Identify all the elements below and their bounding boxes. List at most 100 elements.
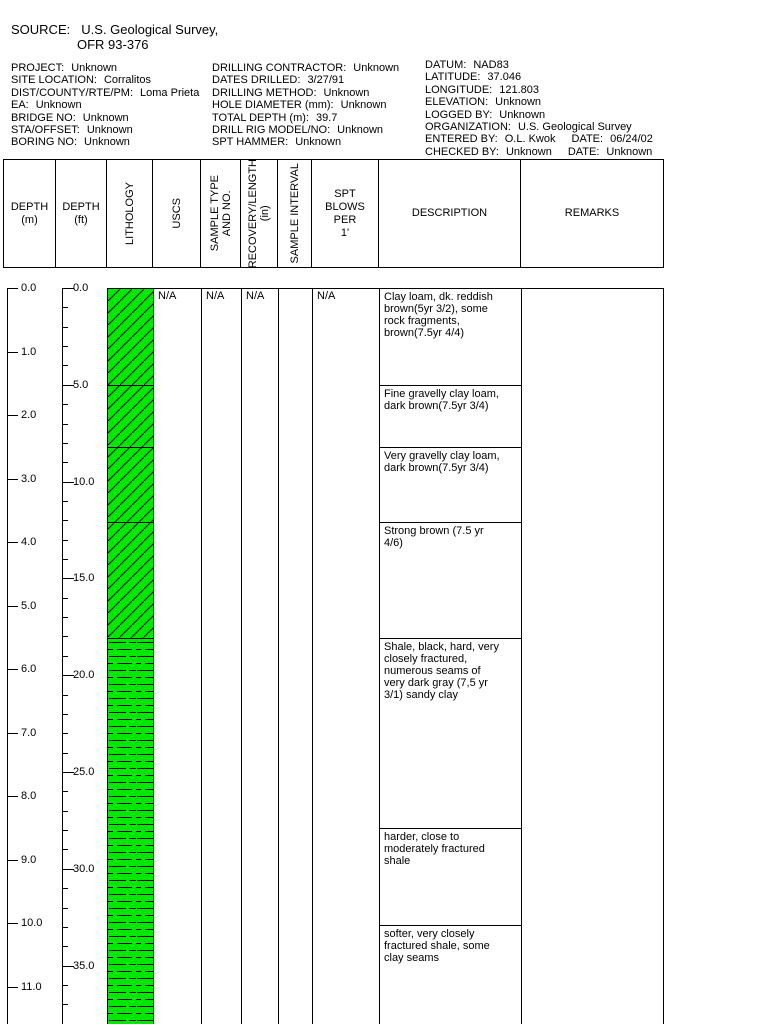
info-value-2: Unknown	[606, 146, 653, 158]
description-text: Strong brown (7.5 yr 4/6)	[384, 525, 484, 549]
depth-m-tick	[7, 860, 18, 861]
info-value: Loma Prieta	[140, 87, 200, 99]
info-label: LONGITUDE:	[425, 84, 493, 96]
source-subtitle: OFR 93-376	[77, 37, 149, 52]
depth-ft-minor-tick	[62, 656, 68, 657]
info-line-right-1: LATITUDE: 37.046	[425, 71, 521, 83]
depth-m-tick	[7, 669, 18, 670]
info-label: SPT HAMMER:	[212, 136, 289, 148]
depth-ft-minor-tick	[62, 365, 68, 366]
header-cell-sample-type: SAMPLE TYPE AND NO.	[201, 160, 241, 267]
info-label: DRILL RIG MODEL/NO:	[212, 124, 331, 136]
header-cell-recovery: RECOVERY/LENGTH (in)	[241, 159, 278, 268]
depth-ft-minor-tick	[62, 888, 68, 889]
depth-ft-minor-tick	[62, 908, 68, 909]
depth-ft-minor-tick	[62, 501, 68, 502]
depth-m-tick	[7, 733, 18, 734]
depth-ft-tick	[62, 966, 74, 967]
info-label: STA/OFFSET:	[11, 124, 80, 136]
log-column-line	[312, 288, 313, 1024]
info-value-2: 06/24/02	[610, 133, 653, 145]
info-value: Unknown	[323, 87, 370, 99]
info-label: BORING NO:	[11, 136, 78, 148]
header-cell-label: USCS	[170, 198, 183, 229]
depth-m-tick-label: 11.0	[21, 981, 42, 993]
info-value: Unknown	[82, 112, 129, 124]
info-label: TOTAL DEPTH (m):	[212, 112, 309, 124]
depth-ft-tick-label: 15.0	[73, 572, 95, 584]
info-value: Unknown	[499, 109, 546, 121]
info-value: 39.7	[315, 112, 338, 124]
info-value: Unknown	[35, 99, 82, 111]
depth-m-tick	[7, 796, 18, 797]
info-value: 37.046	[487, 71, 522, 83]
depth-ft-minor-tick	[62, 540, 68, 541]
description-divider	[379, 828, 521, 829]
lithology-svg	[108, 289, 153, 1024]
info-line-left-3: EA: Unknown	[11, 99, 82, 111]
depth-ft-minor-tick	[62, 733, 68, 734]
lithology-boundary-line	[107, 447, 154, 448]
description-text: Clay loam, dk. reddish brown(5yr 3/2), s…	[384, 291, 493, 339]
depth-ft-minor-tick	[62, 346, 68, 347]
na-value-spt: N/A	[317, 290, 336, 302]
header-cell-sample-interval: SAMPLE INTERVAL	[278, 160, 312, 267]
info-value: Unknown	[71, 62, 118, 74]
depth-m-tick-label: 3.0	[21, 473, 37, 485]
log-column-line	[241, 288, 242, 1024]
header-cell-label: DEPTH (ft)	[62, 200, 100, 226]
depth-ft-minor-tick	[62, 849, 68, 850]
info-label: DRILLING METHOD:	[212, 87, 317, 99]
depth-ft-minor-tick	[62, 520, 68, 521]
info-value: 3/27/91	[307, 74, 345, 86]
header-cell-uscs: USCS	[153, 160, 201, 267]
depth-m-tick-label: 7.0	[21, 727, 37, 739]
info-line-middle-3: HOLE DIAMETER (mm): Unknown	[212, 99, 386, 111]
info-value: Corralitos	[103, 74, 152, 86]
depth-m-tick-label: 6.0	[21, 663, 37, 675]
depth-ft-tick-label: 0.0	[73, 282, 89, 294]
info-label: DRILLING CONTRACTOR:	[212, 62, 347, 74]
info-line-left-1: SITE LOCATION: Corralitos	[11, 74, 151, 86]
info-line-middle-4: TOTAL DEPTH (m): 39.7	[212, 112, 337, 124]
info-value: Unknown	[86, 124, 133, 136]
depth-m-tick-label: 2.0	[21, 409, 37, 421]
description-text: Very gravelly clay loam, dark brown(7.5y…	[384, 450, 500, 474]
depth-ft-minor-tick	[62, 1004, 68, 1005]
depth-ft-tick	[62, 288, 74, 289]
info-value: U.S. Geological Survey	[517, 121, 632, 133]
info-line-right-3: ELEVATION: Unknown	[425, 96, 541, 108]
depth-ft-minor-tick	[62, 327, 68, 328]
depth-ft-minor-tick	[62, 598, 68, 599]
depth-m-tick	[7, 415, 18, 416]
depth-ft-tick	[62, 675, 74, 676]
info-value: Unknown	[495, 96, 542, 108]
depth-ft-minor-tick	[62, 811, 68, 812]
description-divider	[379, 925, 521, 926]
header-cell-description: DESCRIPTION	[379, 160, 521, 267]
info-label-2: DATE:	[571, 133, 604, 145]
info-label: ELEVATION:	[425, 96, 489, 108]
depth-m-axis-line	[7, 288, 8, 1024]
depth-ft-minor-tick	[62, 791, 68, 792]
header-cell-label: REMARKS	[564, 207, 620, 219]
depth-m-tick-label: 4.0	[21, 536, 37, 548]
depth-ft-minor-tick	[62, 927, 68, 928]
depth-m-tick	[7, 288, 18, 289]
info-value: 121.803	[499, 84, 539, 96]
info-label: DATES DRILLED:	[212, 74, 301, 86]
depth-ft-minor-tick	[62, 462, 68, 463]
info-label: DATUM:	[425, 59, 467, 71]
depth-ft-tick-label: 5.0	[73, 379, 89, 391]
info-label: ENTERED BY:	[425, 133, 498, 145]
log-column-line	[107, 288, 108, 1024]
depth-ft-minor-tick	[62, 753, 68, 754]
info-label: LATITUDE:	[425, 71, 481, 83]
description-divider	[379, 638, 521, 639]
depth-ft-tick	[62, 385, 74, 386]
info-value: O.L. Kwok	[504, 133, 556, 145]
header-cell-label: LITHOLOGY	[123, 182, 136, 245]
depth-ft-minor-tick	[62, 424, 68, 425]
info-line-right-6: ENTERED BY: O.L. Kwok DATE: 06/24/02	[425, 133, 653, 145]
